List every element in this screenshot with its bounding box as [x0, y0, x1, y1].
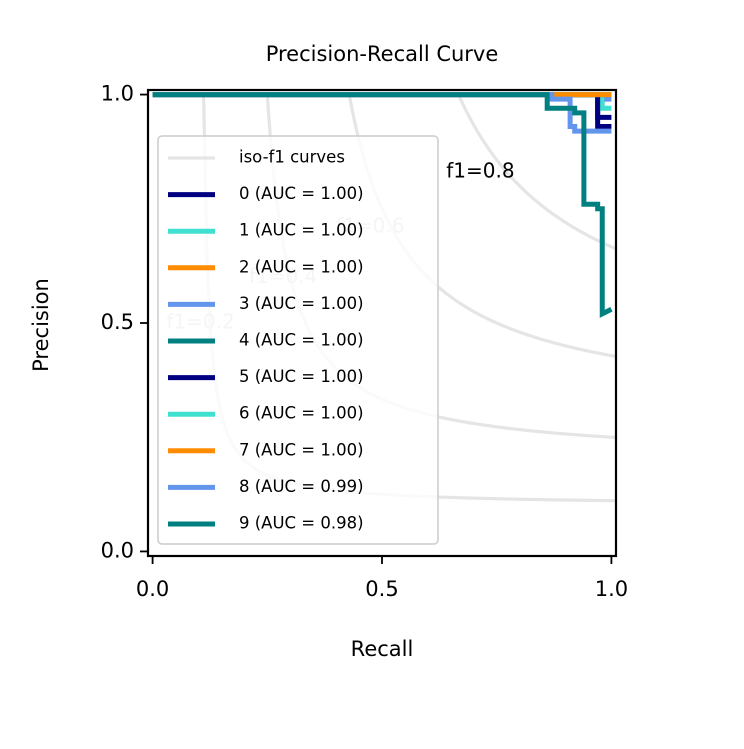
y-axis-label: Precision [29, 278, 53, 372]
x-axis-label: Recall [351, 637, 414, 661]
y-tick-label-2: 1.0 [101, 82, 134, 106]
chart-title: Precision-Recall Curve [266, 42, 499, 66]
y-tick-label-0: 0.0 [101, 538, 134, 562]
legend-label-series-8: 8 (AUC = 0.99) [239, 477, 364, 496]
legend-label-series-0: 0 (AUC = 1.00) [239, 184, 364, 203]
legend-label-series-1: 1 (AUC = 1.00) [239, 221, 364, 240]
iso-f1-curve-4 [457, 93, 616, 251]
legend-label-series-5: 5 (AUC = 1.00) [239, 367, 364, 386]
legend-label-series-9: 9 (AUC = 0.98) [239, 514, 364, 533]
legend-label-series-6: 6 (AUC = 1.00) [239, 404, 364, 423]
iso-f1-label-4: f1=0.8 [446, 159, 514, 183]
legend-label-series-4: 4 (AUC = 1.00) [239, 331, 364, 350]
y-tick-label-1: 0.5 [101, 310, 134, 334]
legend-label-iso-f1: iso-f1 curves [239, 148, 345, 167]
series-line-9 [152, 92, 613, 318]
legend: iso-f1 curves 0 (AUC = 1.00) 1 (AUC = 1.00… [157, 135, 439, 545]
x-tick-label-0: 0.0 [136, 577, 169, 601]
series-line-8 [152, 92, 612, 134]
legend-label-series-3: 3 (AUC = 1.00) [239, 294, 364, 313]
x-tick-label-2: 1.0 [595, 577, 628, 601]
legend-label-series-2: 2 (AUC = 1.00) [239, 257, 364, 276]
legend-label-series-7: 7 (AUC = 1.00) [239, 440, 364, 459]
x-tick-label-1: 0.5 [365, 577, 398, 601]
legend-frame [157, 135, 439, 545]
